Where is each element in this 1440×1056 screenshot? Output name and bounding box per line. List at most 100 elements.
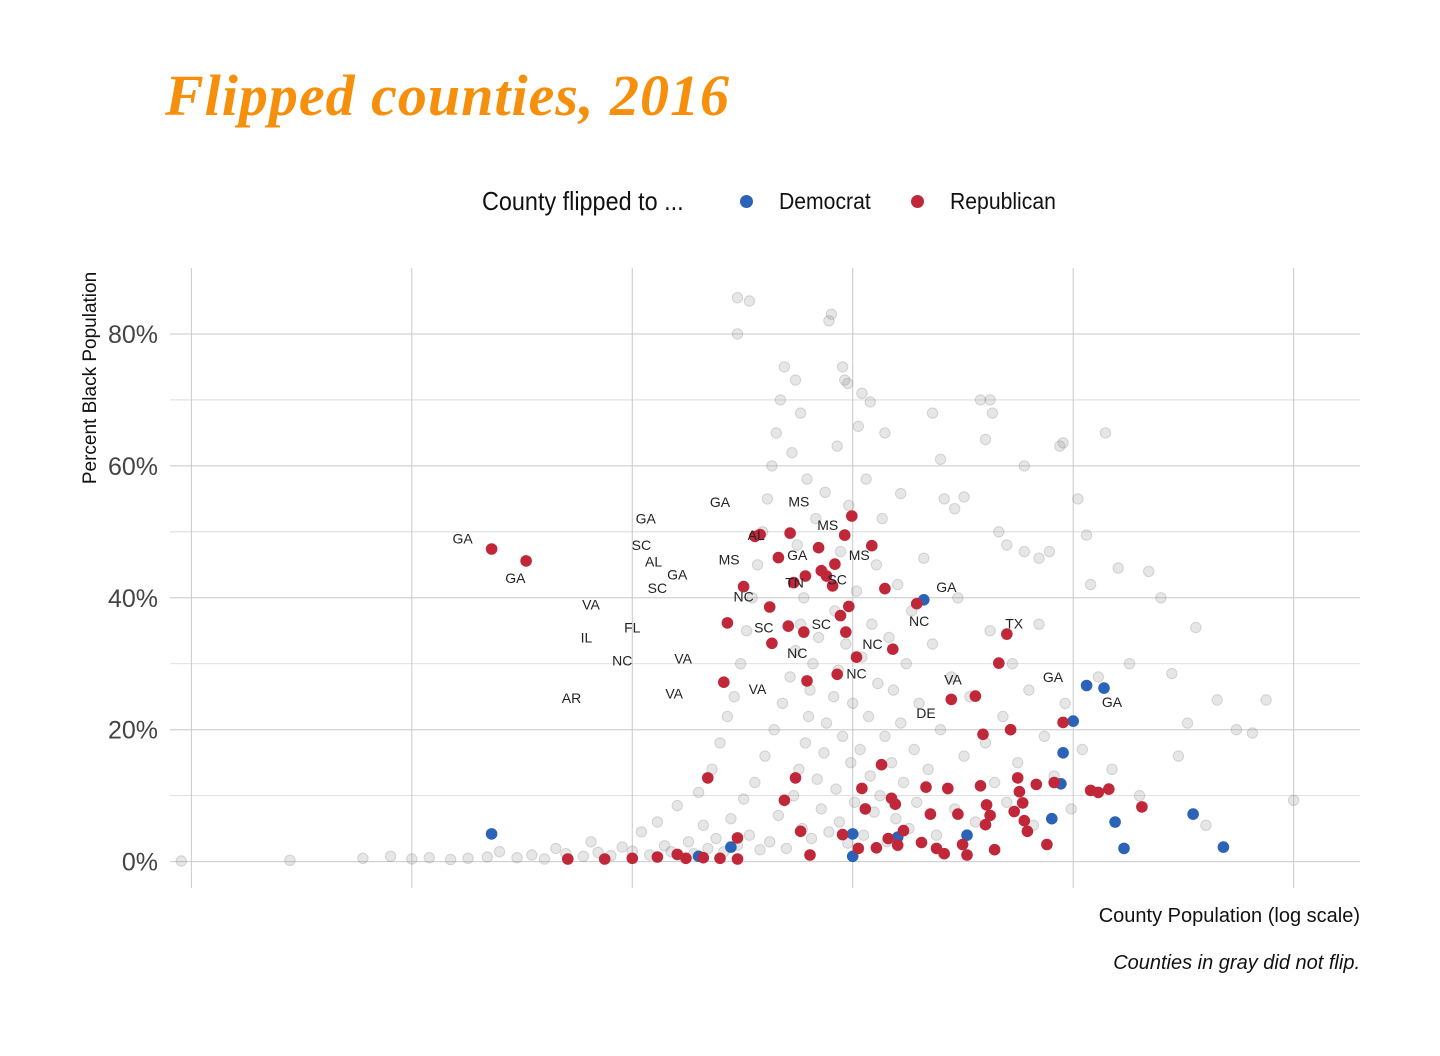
point-not-flipped bbox=[737, 793, 750, 805]
point-republican bbox=[697, 851, 710, 864]
point-not-flipped bbox=[879, 730, 891, 742]
point-not-flipped bbox=[828, 691, 840, 703]
point-not-flipped bbox=[764, 836, 776, 848]
point-democrat bbox=[1046, 812, 1058, 825]
point-not-flipped bbox=[1006, 658, 1019, 670]
point-republican bbox=[754, 528, 766, 541]
legend-item-democrat: Democrat bbox=[740, 188, 879, 215]
point-not-flipped bbox=[784, 671, 796, 683]
point-not-flipped bbox=[511, 852, 523, 864]
point-not-flipped bbox=[740, 625, 753, 637]
legend: County flipped to ... Democrat Republica… bbox=[482, 184, 1097, 218]
point-not-flipped bbox=[671, 799, 683, 812]
state-label: GA bbox=[787, 547, 808, 563]
point-not-flipped bbox=[952, 592, 964, 604]
point-not-flipped bbox=[526, 849, 538, 861]
point-not-flipped bbox=[798, 592, 810, 604]
point-not-flipped bbox=[854, 743, 866, 756]
point-not-flipped bbox=[754, 844, 766, 856]
point-not-flipped bbox=[1018, 460, 1031, 472]
point-republican bbox=[910, 597, 923, 610]
point-not-flipped bbox=[883, 631, 895, 644]
state-label: AR bbox=[562, 690, 581, 706]
point-not-flipped bbox=[876, 512, 888, 525]
point-not-flipped bbox=[692, 786, 705, 799]
point-democrat bbox=[1067, 715, 1079, 727]
legend-label-democrat: Democrat bbox=[779, 187, 871, 214]
point-not-flipped bbox=[751, 559, 764, 571]
y-tick-label: 0% bbox=[122, 849, 158, 877]
point-not-flipped bbox=[908, 743, 920, 756]
point-republican bbox=[866, 539, 878, 552]
state-label: SC bbox=[812, 616, 831, 632]
point-not-flipped bbox=[820, 717, 833, 729]
point-not-flipped bbox=[284, 854, 296, 866]
point-republican bbox=[766, 637, 778, 650]
point-republican bbox=[945, 693, 958, 706]
point-republican bbox=[952, 808, 964, 820]
point-republican bbox=[794, 825, 807, 838]
state-label: MS bbox=[849, 547, 870, 563]
point-not-flipped bbox=[843, 499, 855, 512]
point-not-flipped bbox=[836, 730, 849, 742]
point-not-flipped bbox=[872, 677, 884, 690]
point-not-flipped bbox=[870, 559, 883, 571]
point-not-flipped bbox=[481, 851, 493, 863]
point-not-flipped bbox=[1287, 794, 1300, 806]
point-not-flipped bbox=[788, 790, 800, 802]
point-not-flipped bbox=[805, 832, 818, 845]
point-not-flipped bbox=[616, 841, 628, 853]
point-republican bbox=[1136, 801, 1148, 813]
point-not-flipped bbox=[911, 796, 923, 808]
point-not-flipped bbox=[1001, 796, 1013, 808]
point-not-flipped bbox=[984, 625, 996, 637]
point-not-flipped bbox=[577, 850, 590, 862]
point-not-flipped bbox=[958, 750, 970, 762]
point-democrat bbox=[1057, 747, 1069, 759]
state-label: NC bbox=[733, 589, 753, 605]
point-republican bbox=[1016, 797, 1029, 809]
point-republican bbox=[859, 803, 872, 815]
point-not-flipped bbox=[842, 837, 854, 849]
x-axis-label: County Population (log scale) bbox=[1099, 905, 1360, 927]
point-not-flipped bbox=[969, 816, 982, 828]
point-not-flipped bbox=[831, 440, 843, 452]
point-not-flipped bbox=[958, 491, 970, 503]
point-not-flipped bbox=[801, 473, 813, 485]
point-not-flipped bbox=[1246, 727, 1259, 739]
point-not-flipped bbox=[819, 486, 831, 498]
point-republican bbox=[804, 849, 816, 861]
point-not-flipped bbox=[895, 717, 907, 729]
state-label: SC bbox=[827, 571, 846, 587]
point-not-flipped bbox=[862, 710, 875, 723]
point-democrat bbox=[1098, 682, 1110, 694]
state-label: GA bbox=[936, 579, 957, 595]
point-not-flipped bbox=[1092, 671, 1105, 683]
point-not-flipped bbox=[842, 377, 854, 390]
point-democrat bbox=[725, 841, 737, 853]
point-republican bbox=[993, 657, 1005, 669]
point-republican bbox=[831, 668, 843, 681]
point-republican bbox=[1001, 628, 1013, 640]
point-republican bbox=[784, 527, 796, 539]
point-not-flipped bbox=[830, 783, 842, 795]
state-label: NC bbox=[612, 652, 632, 668]
point-not-flipped bbox=[1033, 552, 1045, 564]
point-not-flipped bbox=[852, 420, 864, 432]
legend-item-republican: Republican bbox=[910, 187, 1065, 215]
point-not-flipped bbox=[749, 776, 761, 789]
point-republican bbox=[718, 676, 730, 688]
point-not-flipped bbox=[1072, 493, 1084, 505]
point-not-flipped bbox=[725, 813, 737, 825]
point-not-flipped bbox=[780, 842, 793, 855]
point-not-flipped bbox=[731, 292, 744, 304]
state-label: VA bbox=[582, 596, 600, 612]
legend-label-republican: Republican bbox=[949, 187, 1056, 214]
point-not-flipped bbox=[1054, 440, 1066, 452]
point-not-flipped bbox=[807, 658, 819, 670]
point-not-flipped bbox=[839, 374, 851, 386]
point-republican bbox=[887, 643, 899, 655]
point-not-flipped bbox=[746, 592, 758, 604]
point-republican bbox=[850, 651, 863, 663]
point-not-flipped bbox=[1166, 667, 1178, 680]
